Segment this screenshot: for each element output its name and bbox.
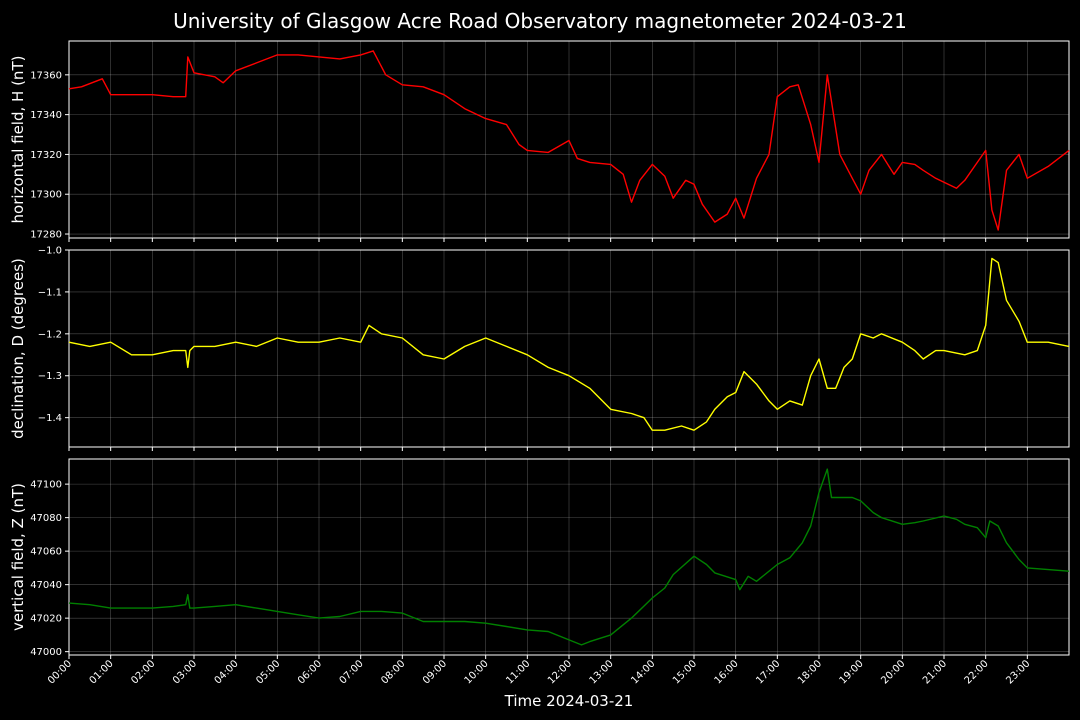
x-tick-label: 15:00 [671, 658, 699, 686]
declination-y-tick-label: −1.2 [38, 329, 62, 340]
x-tick-label: 08:00 [379, 658, 407, 686]
x-tick-label: 12:00 [546, 658, 574, 686]
declination-plot-area [68, 249, 1070, 448]
x-tick-label: 17:00 [754, 658, 782, 686]
x-tick-label: 00:00 [46, 658, 74, 686]
x-tick-label: 02:00 [129, 658, 157, 686]
z-field-y-tick-label: 47040 [30, 580, 62, 591]
x-tick-label: 19:00 [838, 658, 866, 686]
x-tick-label: 18:00 [796, 658, 824, 686]
x-axis-label: Time 2024-03-21 [504, 692, 634, 710]
h-field-y-tick-label: 17320 [30, 150, 62, 161]
x-tick-label: 04:00 [213, 658, 241, 686]
x-tick-label: 06:00 [296, 658, 324, 686]
h-field-y-tick-label: 17300 [30, 190, 62, 201]
h-field-series-line [68, 50, 1070, 231]
x-tick-label: 10:00 [463, 658, 491, 686]
declination-y-tick-label: −1.1 [38, 287, 62, 298]
declination-y-axis-label: declination, D (degrees) [9, 258, 27, 439]
x-tick-label: 14:00 [629, 658, 657, 686]
z-field-y-tick-label: 47080 [30, 513, 62, 524]
x-tick-label: 01:00 [88, 658, 116, 686]
declination-panel: −1.4 −1.3 −1.2 −1.1 −1.0 declination, D (degr… [9, 246, 1070, 451]
z-field-series-line [68, 468, 1070, 646]
z-field-y-tick-label: 47000 [30, 647, 62, 658]
declination-y-tick-label: −1.3 [38, 371, 62, 382]
x-tick-label: 09:00 [421, 658, 449, 686]
x-tick-label: 07:00 [338, 658, 366, 686]
x-tick-label: 21:00 [921, 658, 949, 686]
h-field-y-axis-label: horizontal field, H (nT) [9, 56, 27, 224]
z-field-y-tick-label: 47100 [30, 480, 62, 491]
declination-y-tick-label: −1.4 [38, 413, 62, 424]
declination-y-tick-label: −1.0 [38, 246, 62, 257]
h-field-plot-area [68, 40, 1070, 239]
x-tick-label: 20:00 [879, 658, 907, 686]
x-tick-label: 22:00 [963, 658, 991, 686]
x-tick-label: 13:00 [588, 658, 616, 686]
x-tick-label: 11:00 [504, 658, 532, 686]
figure-title: University of Glasgow Acre Road Observat… [173, 9, 907, 33]
x-tick-label: 03:00 [171, 658, 199, 686]
x-tick-label: 05:00 [254, 658, 282, 686]
h-field-y-tick-label: 17340 [30, 110, 62, 121]
z-field-plot-area [68, 458, 1070, 656]
z-field-y-tick-label: 47060 [30, 547, 62, 558]
z-field-y-tick-label: 47020 [30, 614, 62, 625]
declination-series-line [68, 257, 1070, 431]
x-tick-label: 23:00 [1004, 658, 1032, 686]
x-tick-label: 16:00 [713, 658, 741, 686]
h-field-y-tick-label: 17360 [30, 70, 62, 81]
z-field-y-axis-label: vertical field, Z (nT) [9, 483, 27, 631]
h-field-y-tick-label: 17280 [30, 230, 62, 241]
